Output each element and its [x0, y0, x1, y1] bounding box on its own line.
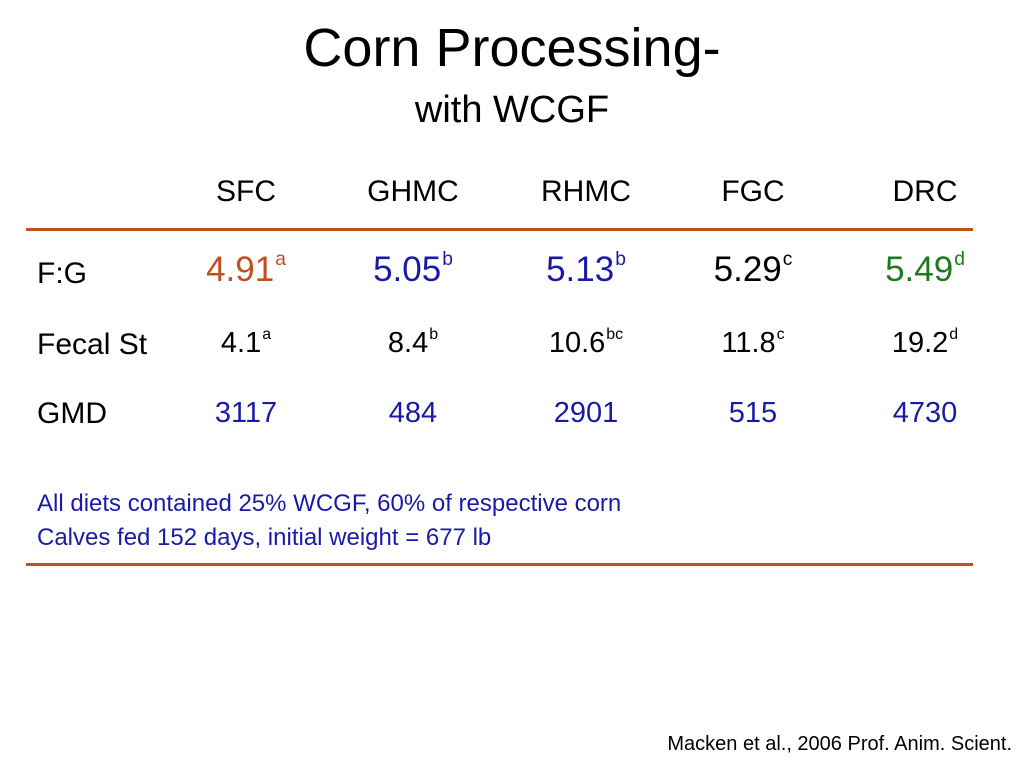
significance-letter: b: [615, 249, 626, 271]
cell-value: 3117: [214, 397, 278, 429]
cell-gmd-drc: 4730: [893, 396, 958, 430]
significance-letter: a: [262, 325, 272, 343]
significance-letter: b: [429, 325, 439, 343]
significance-letter: d: [949, 325, 959, 343]
cell-fecal-starch-sfc: 4.1a: [221, 326, 271, 360]
cell-value: 10.6: [548, 327, 606, 359]
note-line-diets: All diets contained 25% WCGF, 60% of res…: [37, 490, 622, 517]
cell-gmd-sfc: 3117: [215, 396, 277, 430]
cell-value: 8.4: [387, 327, 429, 359]
table-bottom-rule: [26, 563, 973, 566]
cell-value: 5.29: [713, 250, 782, 289]
cell-fg-fgc: 5.29c: [714, 250, 793, 290]
cell-value: 11.8: [721, 327, 776, 359]
cell-value: 484: [388, 397, 438, 429]
significance-letter: c: [782, 249, 793, 271]
slide-title: Corn Processing-: [303, 18, 721, 78]
cell-fecal-starch-rhmc: 10.6bc: [549, 326, 623, 360]
row-label-fg: F:G: [37, 257, 87, 290]
significance-letter: a: [275, 249, 286, 271]
note-line-calves: Calves fed 152 days, initial weight = 67…: [37, 524, 492, 551]
cell-value: 19.2: [891, 327, 949, 359]
cell-fecal-starch-fgc: 11.8c: [721, 326, 784, 360]
cell-value: 5.49: [885, 250, 954, 289]
column-header-fgc: FGC: [721, 175, 785, 208]
cell-value: 4.91: [206, 250, 275, 289]
cell-fg-drc: 5.49d: [885, 250, 965, 290]
cell-fg-ghmc: 5.05b: [373, 250, 453, 290]
cell-value: 5.13: [546, 250, 615, 289]
citation: Macken et al., 2006 Prof. Anim. Scient.: [667, 733, 1012, 755]
column-header-ghmc: GHMC: [367, 175, 459, 208]
column-header-sfc: SFC: [216, 175, 276, 208]
cell-value: 4.1: [220, 327, 262, 359]
significance-letter: bc: [606, 325, 624, 343]
slide-subtitle: with WCGF: [414, 89, 610, 131]
significance-letter: c: [776, 325, 785, 343]
cell-gmd-fgc: 515: [729, 396, 777, 430]
cell-fecal-starch-ghmc: 8.4b: [388, 326, 438, 360]
cell-gmd-ghmc: 484: [389, 396, 437, 430]
significance-letter: b: [442, 249, 453, 271]
cell-fecal-starch-drc: 19.2d: [892, 326, 958, 360]
table-top-rule: [26, 228, 973, 231]
row-label-gmd: GMD: [37, 397, 107, 430]
cell-value: 515: [728, 397, 778, 429]
column-header-drc: DRC: [892, 175, 958, 208]
cell-fg-sfc: 4.91a: [206, 250, 286, 290]
cell-gmd-rhmc: 2901: [554, 396, 619, 430]
cell-value: 2901: [553, 397, 619, 429]
cell-value: 4730: [892, 397, 958, 429]
column-header-rhmc: RHMC: [541, 175, 631, 208]
cell-fg-rhmc: 5.13b: [546, 250, 626, 290]
row-label-fecal-starch: Fecal St: [37, 328, 148, 361]
significance-letter: d: [954, 249, 965, 271]
cell-value: 5.05: [373, 250, 442, 289]
